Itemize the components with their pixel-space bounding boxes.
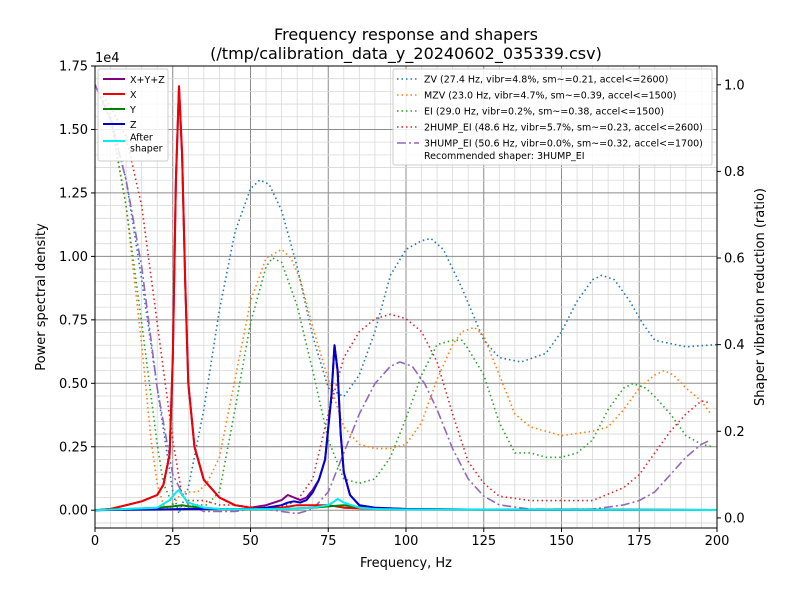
x-tick-label: 0 <box>91 534 99 549</box>
x-axis-label: Frequency, Hz <box>360 556 452 571</box>
y2-tick-label: 0.2 <box>724 425 745 440</box>
y-tick-label: 1.50 <box>59 123 88 138</box>
x-tick-label: 200 <box>705 534 730 549</box>
x-tick-label: 150 <box>549 534 574 549</box>
legend-right-box <box>392 68 713 166</box>
legend-left-label: After shaper <box>130 133 163 155</box>
y-tick-label: 0.75 <box>59 313 88 328</box>
y2-axis-label: Shaper vibration reduction (ratio) <box>753 188 768 406</box>
legend-left-box <box>97 68 169 162</box>
psd-curve-4 <box>95 488 717 512</box>
x-tick-label: 25 <box>164 534 181 549</box>
axes: 0 25 50 75 100 125 150 175 200 0.00 0.25 0.50 0.75 1.… <box>59 60 745 550</box>
y2-tick-label: 0.8 <box>724 165 745 180</box>
x-tick-label: 50 <box>242 534 259 549</box>
shaper-curve-2 <box>95 84 711 510</box>
y-tick-label: 0.00 <box>59 504 88 519</box>
y-offset-label: 1e4 <box>95 51 120 66</box>
y-axis-label: Power spectral density <box>34 223 49 371</box>
chart-subtitle: (/tmp/calibration_data_y_20240602_035339… <box>210 44 602 64</box>
y2-tick-label: 1.0 <box>724 78 745 93</box>
legend-right-label: 3HUMP_EI (50.6 Hz, vibr=0.0%, sm~=0.32, … <box>424 139 703 150</box>
legend-right-label: ZV (27.4 Hz, vibr=4.8%, sm~=0.21, accel<… <box>424 75 668 86</box>
recommendation-text: Recommended shaper: 3HUMP_EI <box>424 151 585 162</box>
x-tick-label: 175 <box>627 534 652 549</box>
y-tick-label: 0.50 <box>59 377 88 392</box>
legend-right: ZV (27.4 Hz, vibr=4.8%, sm~=0.21, accel<… <box>392 68 713 166</box>
legend-left-label: Z <box>130 120 137 131</box>
legend-right-label: EI (29.0 Hz, vibr=0.2%, sm~=0.38, accel<… <box>424 107 664 118</box>
legend-right-label: 2HUMP_EI (48.6 Hz, vibr=5.7%, sm~=0.23, … <box>424 123 703 134</box>
y-tick-label: 1.75 <box>59 60 88 75</box>
legend-left-label: X+Y+Z <box>130 75 165 86</box>
y-tick-label: 1.00 <box>59 250 88 265</box>
y2-tick-label: 0.0 <box>724 511 745 526</box>
x-tick-label: 75 <box>320 534 337 549</box>
data-series <box>95 84 717 515</box>
x-tick-label: 125 <box>471 534 496 549</box>
y2-tick-label: 0.6 <box>724 252 745 267</box>
chart-title: Frequency response and shapers <box>274 25 538 44</box>
y-tick-label: 1.25 <box>59 186 88 201</box>
y-tick-label: 0.25 <box>59 440 88 455</box>
x-tick-label: 100 <box>394 534 419 549</box>
legend-left-label: Y <box>129 105 136 116</box>
legend-left: X+Y+Z XYZ After shaper <box>97 68 169 162</box>
shaper-curve-1 <box>95 84 712 510</box>
legend-right-label: MZV (23.0 Hz, vibr=4.7%, sm~=0.39, accel… <box>424 91 676 102</box>
legend-left-label: X <box>130 90 137 101</box>
shaper-curve-0 <box>95 84 717 515</box>
y2-tick-label: 0.4 <box>724 338 745 353</box>
